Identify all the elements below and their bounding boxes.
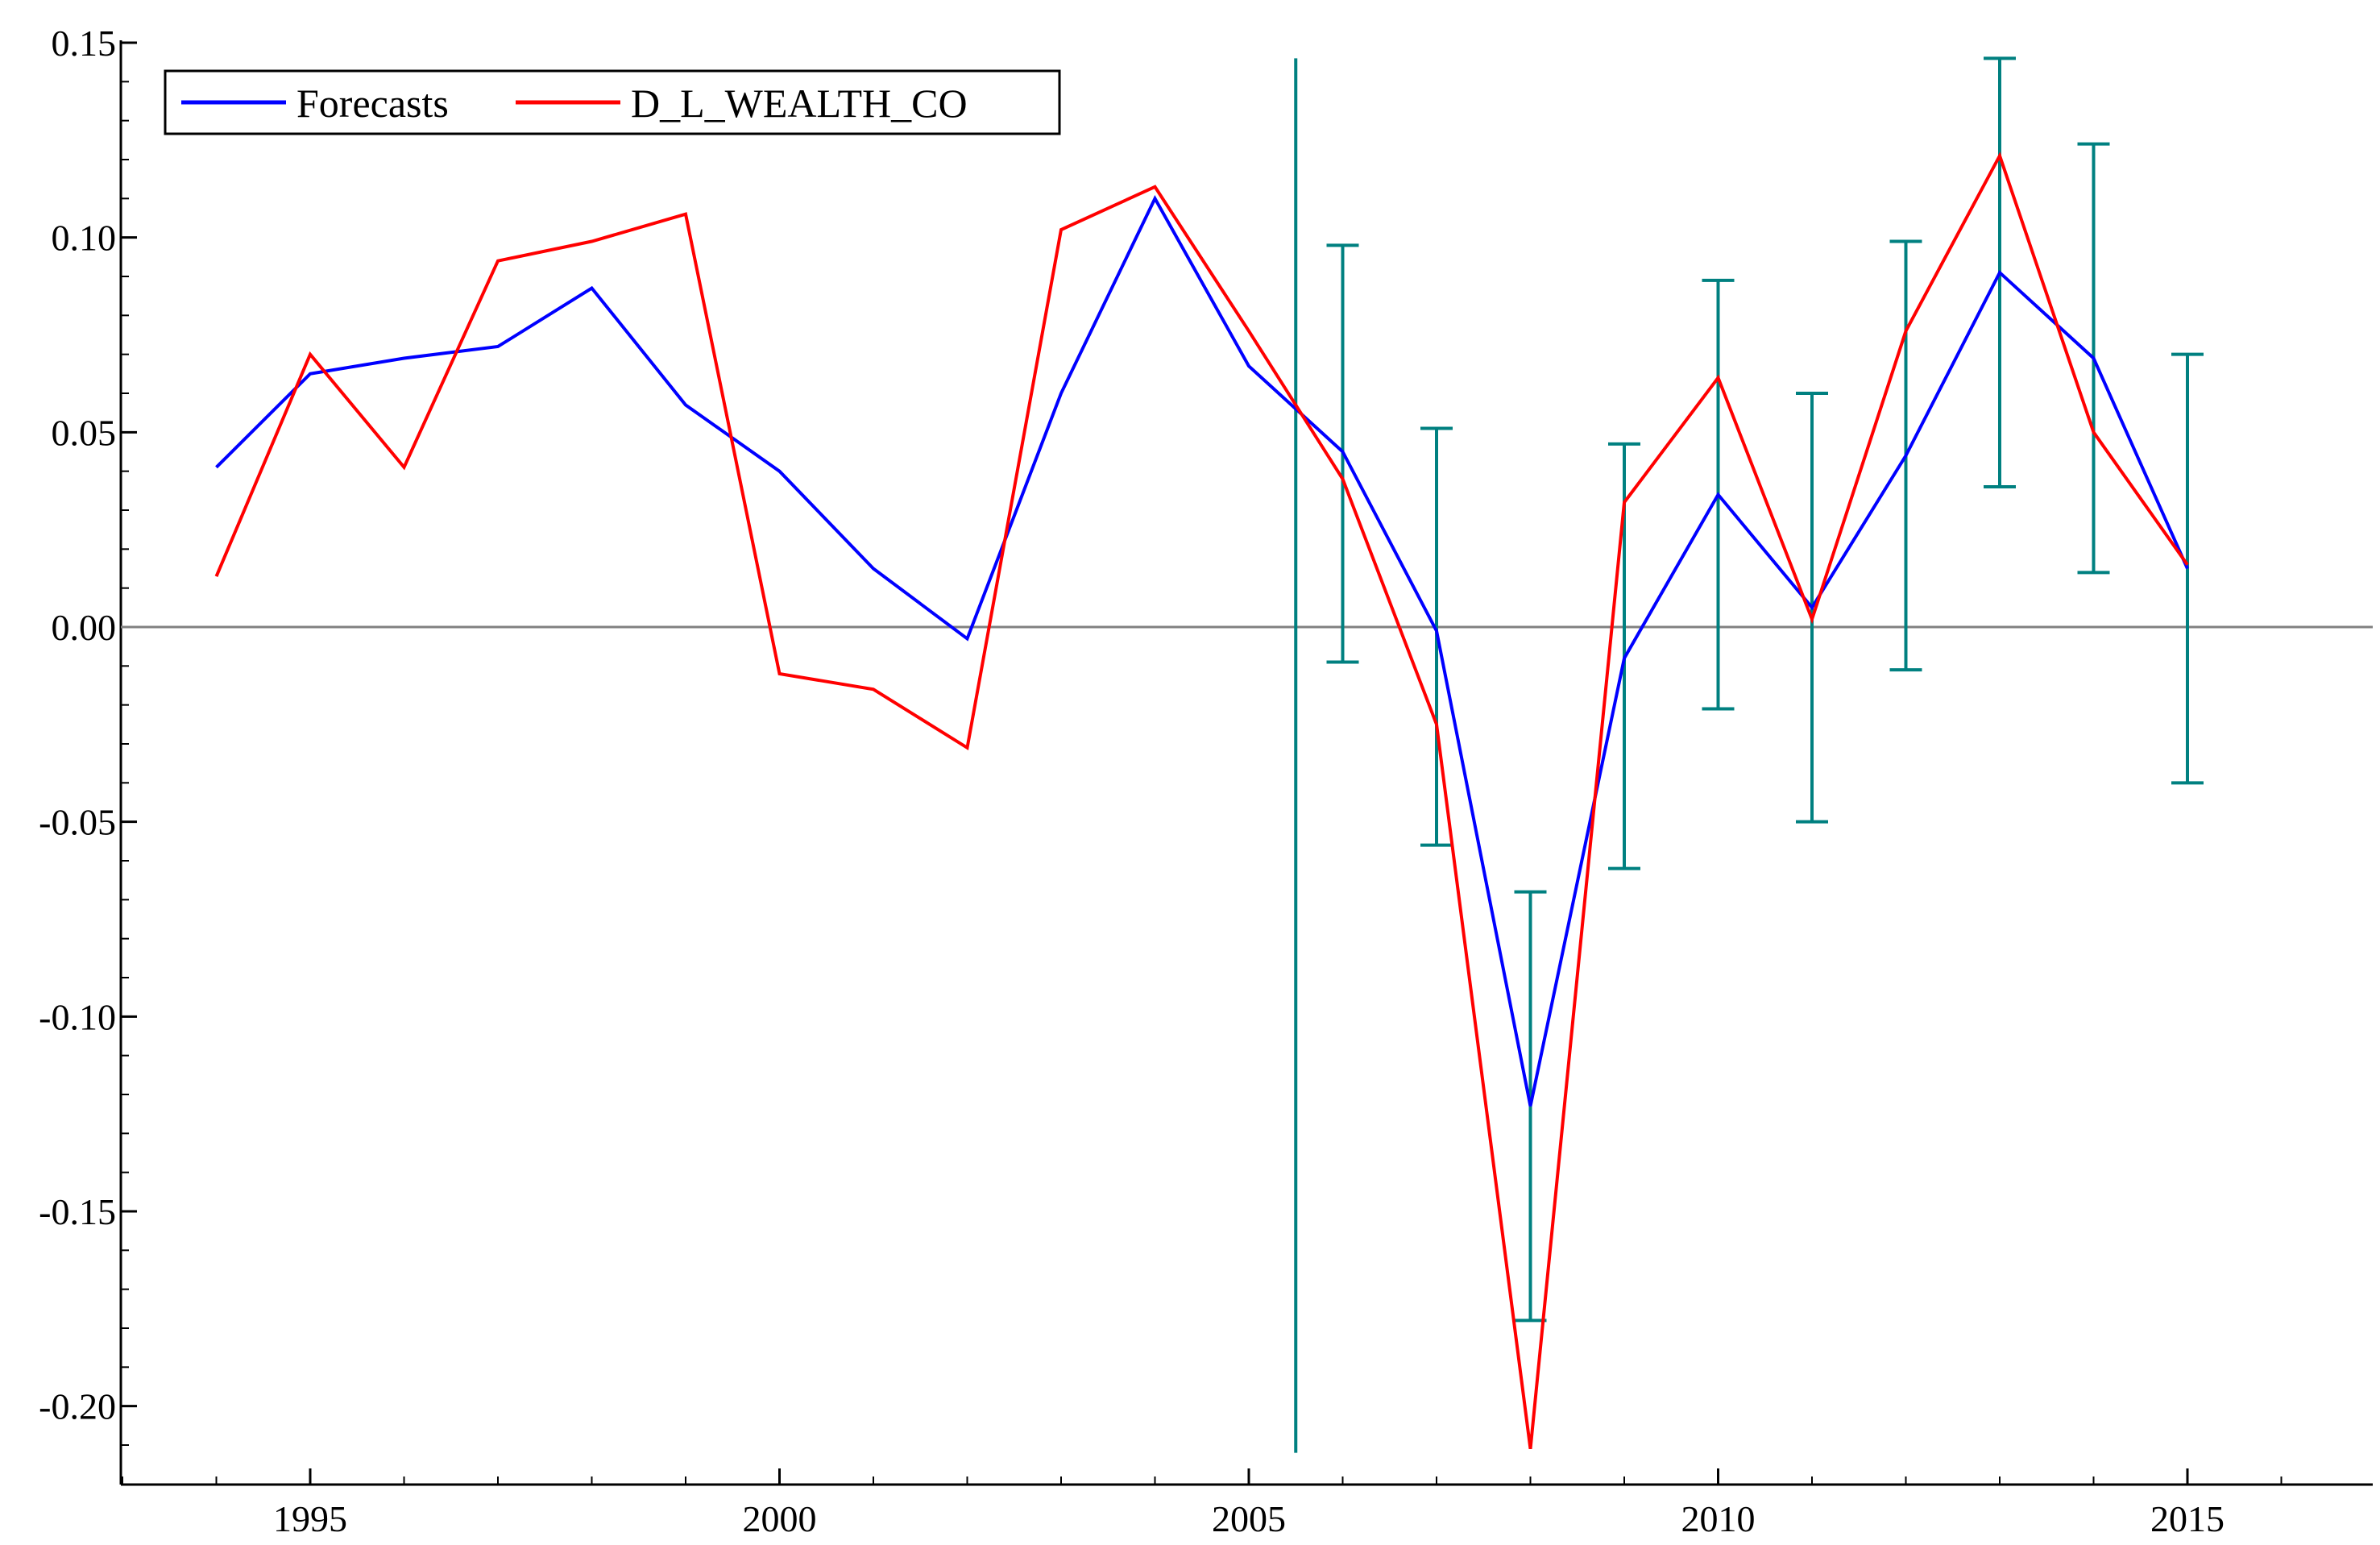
y-tick-label: -0.15 bbox=[39, 1191, 116, 1232]
y-tick-label: -0.05 bbox=[39, 802, 116, 843]
y-tick-label: 0.10 bbox=[52, 218, 117, 259]
x-tick-label: 2005 bbox=[1212, 1498, 1286, 1539]
y-tick-label: 0.00 bbox=[52, 607, 117, 648]
y-tick-label: -0.10 bbox=[39, 996, 116, 1037]
error-bars bbox=[1326, 56, 2204, 1323]
x-tick-label: 2000 bbox=[743, 1498, 817, 1539]
x-tick-label: 2010 bbox=[1681, 1498, 1756, 1539]
series-line-forecasts bbox=[215, 194, 2189, 1107]
x-tick-label: 2015 bbox=[2150, 1498, 2225, 1539]
legend-label-d-l-wealth-co: D_L_WEALTH_CO bbox=[631, 81, 968, 126]
series-line-d-l-wealth-co bbox=[214, 152, 2189, 1450]
legend-label-forecasts: Forecasts bbox=[296, 81, 449, 126]
legend: Forecasts D_L_WEALTH_CO bbox=[164, 69, 1061, 135]
series-lines bbox=[214, 152, 2189, 1450]
y-tick-label: 0.05 bbox=[52, 412, 117, 453]
x-ticks: 1995 2000 2005 2010 2015 bbox=[122, 1468, 2283, 1539]
y-tick-label: -0.20 bbox=[39, 1386, 116, 1427]
x-tick-label: 1995 bbox=[273, 1498, 347, 1539]
plot-area: 0.15 0.10 0.05 0.00 -0.05 -0.10 -0.15 -0.20 199… bbox=[39, 23, 2373, 1539]
y-tick-label: 0.15 bbox=[52, 23, 117, 64]
y-ticks: 0.15 0.10 0.05 0.00 -0.05 -0.10 -0.15 -0.20 bbox=[39, 23, 137, 1446]
